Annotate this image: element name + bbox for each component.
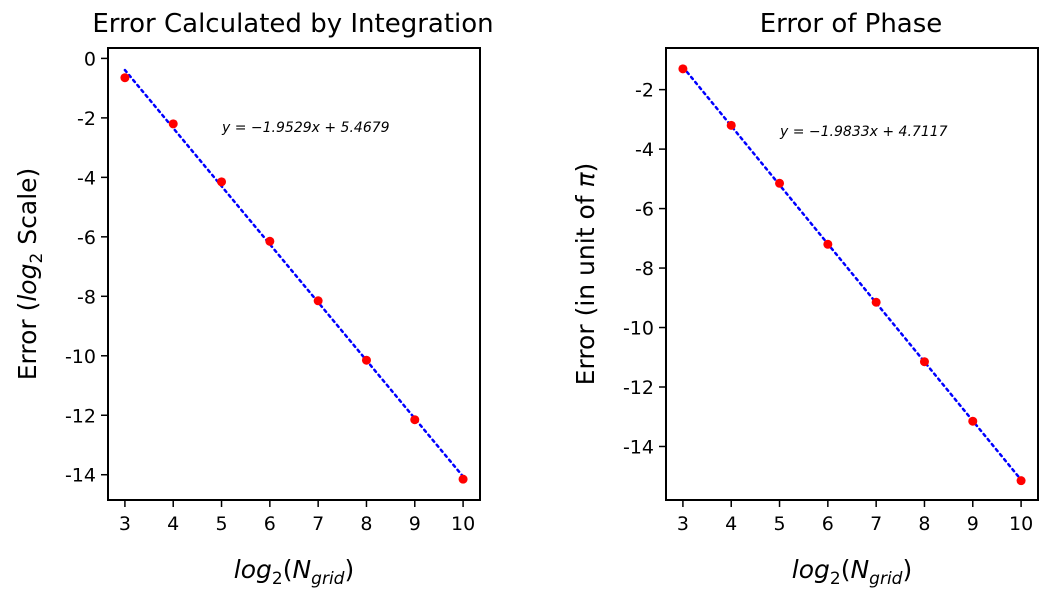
y-tick-label: -2 <box>635 80 654 102</box>
chart-title: Error of Phase <box>760 9 943 39</box>
x-tick-label: 5 <box>773 513 785 535</box>
y-tick-label: -12 <box>623 377 654 399</box>
x-tick-label: 10 <box>1009 513 1033 535</box>
chart-phase-error: Error of Phase 3 4 5 6 7 8 9 10 -2 -4 -6 -8 -10 -12 -1… <box>571 9 1039 589</box>
x-tick-label: 4 <box>725 513 737 535</box>
data-point <box>217 177 227 187</box>
data-point <box>678 64 688 74</box>
svg-text:log2(Ngrid): log2(Ngrid) <box>792 555 912 589</box>
plot-frame <box>107 47 481 501</box>
y-tick-label: -10 <box>65 346 96 368</box>
data-point <box>871 297 881 307</box>
x-axis-label: log2(Ngrid) <box>792 555 912 589</box>
data-point <box>726 120 736 130</box>
y-axis-label: Error (in unit of π) <box>571 163 600 386</box>
chart-title: Error Calculated by Integration <box>92 9 493 39</box>
plot-marks: 3 4 5 6 7 8 9 10 0 -2 -4 -6 -8 -10 -12 -14 <box>65 48 475 535</box>
y-tick-label: -6 <box>635 199 654 221</box>
data-point <box>120 73 130 83</box>
fit-equation: y = −1.9529x + 5.4679 <box>221 120 390 136</box>
data-point <box>410 415 420 425</box>
x-tick-label: 8 <box>918 513 930 535</box>
x-tick-label: 6 <box>822 513 834 535</box>
x-tick-label: 9 <box>409 513 421 535</box>
fit-line <box>681 65 1023 482</box>
x-axis-label: log2(Ngrid) <box>234 555 354 589</box>
x-tick-label: 7 <box>870 513 882 535</box>
y-tick-label: -4 <box>77 167 96 189</box>
x-tick-label: 8 <box>360 513 372 535</box>
x-tick-label: 3 <box>119 513 131 535</box>
x-tick-label: 3 <box>677 513 689 535</box>
data-point <box>265 236 275 246</box>
y-tick-label: -4 <box>635 139 654 161</box>
x-tick-label: 5 <box>215 513 227 535</box>
x-tick-label: 10 <box>451 513 475 535</box>
x-tick-label: 4 <box>167 513 179 535</box>
y-tick-label: 0 <box>84 48 96 70</box>
plot-marks: 3 4 5 6 7 8 9 10 -2 -4 -6 -8 -10 -12 -14 <box>623 64 1033 535</box>
x-tick-label: 7 <box>312 513 324 535</box>
svg-text:log2(Ngrid): log2(Ngrid) <box>234 555 354 589</box>
svg-text:Error (log2 Scale): Error (log2 Scale) <box>13 168 47 381</box>
chart-integration-error: Error Calculated by Integration 3 4 5 6 7 8 9 1… <box>13 9 494 589</box>
data-point <box>775 178 785 188</box>
plot-frame <box>665 47 1039 501</box>
x-tick-label: 6 <box>264 513 276 535</box>
y-tick-label: -6 <box>77 227 96 249</box>
data-point <box>823 239 833 249</box>
y-tick-label: -12 <box>65 405 96 427</box>
fit-equation: y = −1.9833x + 4.7117 <box>779 124 948 140</box>
data-point <box>1016 476 1026 486</box>
data-point <box>361 355 371 365</box>
fit-line <box>123 68 465 478</box>
y-tick-label: -2 <box>77 108 96 130</box>
data-point <box>919 357 929 367</box>
data-point <box>968 416 978 426</box>
data-point <box>168 119 178 129</box>
y-tick-label: -8 <box>635 258 654 280</box>
y-tick-label: -14 <box>65 465 96 487</box>
x-tick-label: 9 <box>967 513 979 535</box>
data-point <box>458 474 468 484</box>
svg-text:Error (in unit of π): Error (in unit of π) <box>571 163 600 386</box>
y-tick-label: -10 <box>623 318 654 340</box>
data-point <box>313 296 323 306</box>
y-tick-label: -8 <box>77 286 96 308</box>
y-axis-label: Error (log2 Scale) <box>13 168 47 381</box>
y-tick-label: -14 <box>623 436 654 458</box>
